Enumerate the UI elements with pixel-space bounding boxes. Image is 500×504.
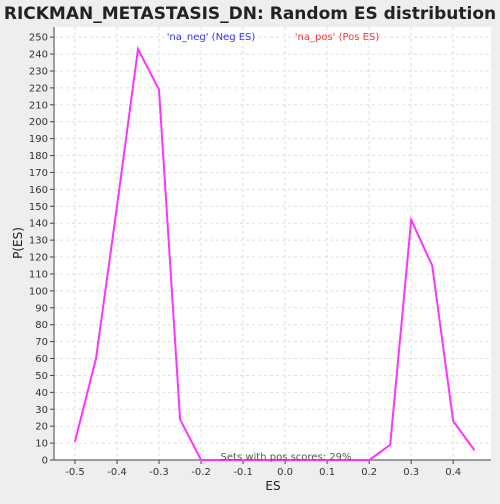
y-tick-label: 170 xyxy=(29,168,48,179)
data-point xyxy=(368,459,370,461)
x-tick-label: -0.2 xyxy=(191,467,211,478)
pos-score-annotation: Sets with pos scores: 29% xyxy=(221,452,352,463)
data-point xyxy=(389,444,391,446)
y-tick-label: 220 xyxy=(29,83,48,94)
y-tick-label: 0 xyxy=(42,456,48,467)
y-tick-label: 50 xyxy=(35,371,48,382)
data-point xyxy=(95,358,97,360)
y-tick-label: 250 xyxy=(29,33,48,44)
data-point xyxy=(452,420,454,422)
data-point xyxy=(431,265,433,267)
x-tick-label: 0.3 xyxy=(403,467,419,478)
x-tick-label: 0.4 xyxy=(445,467,461,478)
x-tick-label: 0.1 xyxy=(319,467,335,478)
x-axis-label: ES xyxy=(265,479,280,493)
data-point xyxy=(137,48,139,50)
chart-title: RICKMAN_METASTASIS_DN: Random ES distrib… xyxy=(4,4,496,24)
y-axis-label: P(ES) xyxy=(11,227,25,259)
y-tick-label: 100 xyxy=(29,286,48,297)
data-point xyxy=(116,205,118,207)
y-tick-label: 210 xyxy=(29,100,48,111)
x-tick-label: -0.3 xyxy=(149,467,169,478)
y-tick-label: 180 xyxy=(29,151,48,162)
y-tick-label: 10 xyxy=(35,439,48,450)
y-tick-label: 230 xyxy=(29,66,48,77)
x-tick-label: -0.1 xyxy=(233,467,253,478)
x-tick-label: -0.4 xyxy=(107,467,127,478)
y-tick-label: 40 xyxy=(35,388,48,399)
legend-item-pos: 'na_pos' (Pos ES) xyxy=(295,32,380,43)
y-tick-label: 120 xyxy=(29,253,48,264)
x-tick-label: 0.2 xyxy=(361,467,377,478)
y-tick-label: 140 xyxy=(29,219,48,230)
y-tick-label: 190 xyxy=(29,134,48,145)
y-tick-label: 90 xyxy=(35,303,48,314)
data-point xyxy=(158,89,160,91)
x-tick-label: 0.0 xyxy=(277,467,293,478)
y-tick-label: 70 xyxy=(35,337,48,348)
y-tick-label: 110 xyxy=(29,269,48,280)
data-point xyxy=(179,419,181,421)
y-tick-label: 30 xyxy=(35,405,48,416)
plot-area xyxy=(54,27,491,460)
y-tick-label: 60 xyxy=(35,354,48,365)
y-tick-label: 20 xyxy=(35,422,48,433)
data-point xyxy=(200,459,202,461)
legend-item-neg: 'na_neg' (Neg ES) xyxy=(167,32,256,43)
y-tick-label: 80 xyxy=(35,320,48,331)
x-tick-label: -0.5 xyxy=(65,467,85,478)
y-tick-label: 200 xyxy=(29,117,48,128)
data-point xyxy=(74,441,76,443)
y-tick-label: 130 xyxy=(29,236,48,247)
data-point xyxy=(473,449,475,451)
y-tick-label: 150 xyxy=(29,202,48,213)
y-tick-label: 240 xyxy=(29,50,48,61)
y-tick-label: 160 xyxy=(29,185,48,196)
data-point xyxy=(410,219,412,221)
